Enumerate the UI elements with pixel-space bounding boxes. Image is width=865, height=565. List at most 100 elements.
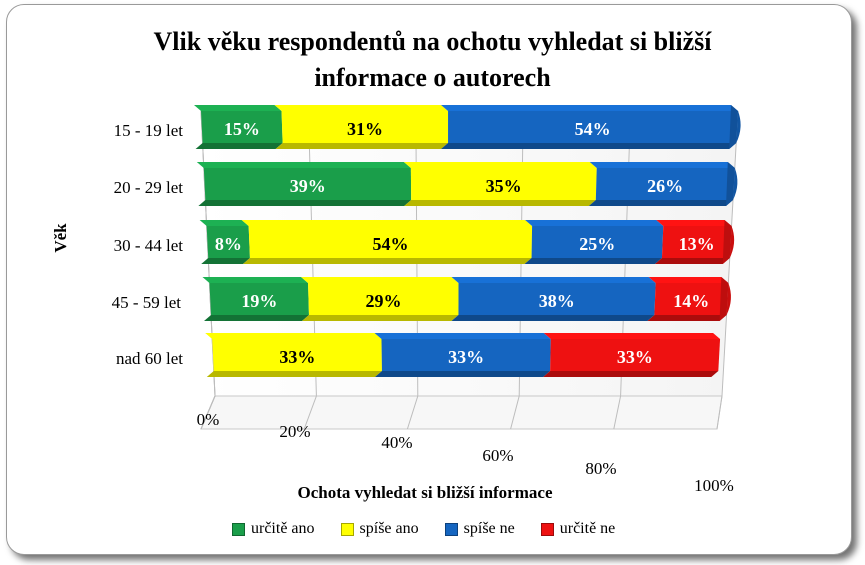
legend-swatch xyxy=(340,522,354,536)
gridline-100 xyxy=(716,110,739,430)
bar-end-round xyxy=(729,226,735,258)
data-label: 26% xyxy=(647,176,683,196)
legend-swatch xyxy=(444,522,458,536)
bar-bottom xyxy=(206,371,382,377)
chart-title-line-2: informace o autorech xyxy=(314,63,551,92)
bar-face xyxy=(448,111,738,143)
bar-segment: 29% xyxy=(301,277,459,321)
x-tick-label: 0% xyxy=(197,410,220,429)
bar-segment: 13% xyxy=(654,220,735,264)
bar-top xyxy=(274,105,449,111)
x-tick-label: 60% xyxy=(482,446,513,465)
bar-segment: 35% xyxy=(403,162,597,206)
bar-top xyxy=(648,277,729,283)
bar-top xyxy=(656,220,732,226)
legend-swatch xyxy=(232,522,245,536)
category-label: nad 60 let xyxy=(116,349,183,368)
data-label: 8% xyxy=(215,234,242,254)
bar-segment: 15% xyxy=(194,105,283,149)
bar-top xyxy=(403,162,597,168)
bar-top xyxy=(199,220,249,226)
bar-end xyxy=(722,220,732,264)
bar-top xyxy=(525,220,664,226)
bar-bottom xyxy=(242,258,532,264)
bar-face xyxy=(595,168,735,200)
category-label: 30 - 44 let xyxy=(114,236,184,255)
bar-bottom xyxy=(588,200,734,206)
bar-top xyxy=(589,162,735,168)
legend-label: určitě ano xyxy=(251,520,315,537)
category-label: 45 - 59 let xyxy=(112,293,182,312)
bar-bottom xyxy=(195,143,283,149)
bar-end-round xyxy=(726,283,731,315)
bar-bottom xyxy=(374,371,551,377)
data-label: 15% xyxy=(224,119,260,139)
legend-item: určitě ne xyxy=(540,520,615,538)
bar-segment: 39% xyxy=(196,162,412,206)
data-label: 54% xyxy=(373,234,409,254)
data-label: 13% xyxy=(679,234,715,254)
bar-bottom xyxy=(647,315,727,321)
x-axis-title: Ochota vyhledat si bližší informace xyxy=(298,483,553,502)
bar-face xyxy=(281,111,449,143)
bar-face xyxy=(661,226,732,258)
bar-face xyxy=(212,339,382,371)
bar-top xyxy=(241,220,533,226)
legend-swatch xyxy=(540,522,554,536)
x-tick-label: 20% xyxy=(279,422,310,441)
bar-bottom xyxy=(543,371,719,377)
bar-top xyxy=(374,333,551,339)
bar-top xyxy=(543,333,721,339)
bar-bottom xyxy=(441,143,737,149)
bar-top xyxy=(205,333,382,339)
bar-end xyxy=(729,105,738,149)
bar-segment: 54% xyxy=(241,220,533,264)
bar-top xyxy=(194,105,282,111)
bar-bottom xyxy=(404,200,596,206)
bar-bottom xyxy=(524,258,662,264)
bar-top xyxy=(301,277,459,283)
legend-item: určitě ano xyxy=(232,520,315,538)
category-label: 15 - 19 let xyxy=(114,121,184,140)
bar-end-round xyxy=(736,111,741,143)
data-label: 35% xyxy=(486,176,522,196)
bar-segment: 25% xyxy=(524,220,664,264)
bar-end xyxy=(719,277,729,321)
bar-bottom xyxy=(451,315,655,321)
legend-item: spíše ne xyxy=(444,520,515,538)
data-label: 54% xyxy=(575,119,611,139)
data-label: 33% xyxy=(448,347,484,367)
chart-title: Vlik věku respondentů na ochotu vyhledat… xyxy=(0,24,865,96)
axes: 0% 20% 40% 60% 80% 100% Ochota vyhledat si bli… xyxy=(51,121,734,502)
bar-segment: 33% xyxy=(374,333,551,377)
legend-label: spíše ne xyxy=(463,520,515,537)
data-label: 33% xyxy=(617,347,653,367)
bar-top xyxy=(451,277,656,283)
bar-segment: 31% xyxy=(274,105,449,149)
bar-end xyxy=(726,162,735,206)
x-tick-label: 80% xyxy=(585,459,616,478)
bar-face xyxy=(458,283,656,315)
x-tick-label: 40% xyxy=(381,433,412,452)
data-label: 25% xyxy=(579,234,615,254)
bar-segment: 19% xyxy=(202,277,309,321)
x-tick-label: 100% xyxy=(694,476,734,495)
legend-label: spíše ano xyxy=(359,520,419,537)
bar-face xyxy=(381,339,551,371)
bar-bottom xyxy=(198,200,412,206)
bar-segment: 33% xyxy=(205,333,382,377)
bar-segment: 14% xyxy=(647,277,731,321)
bar-face xyxy=(201,111,283,143)
bar-bottom xyxy=(204,315,309,321)
legend-item: spíše ano xyxy=(340,520,419,538)
bar-segment: 38% xyxy=(451,277,656,321)
bar-top xyxy=(441,105,738,111)
plot-walls xyxy=(200,110,738,430)
bar-end-round xyxy=(733,168,738,200)
data-label: 14% xyxy=(673,291,709,311)
bar-face xyxy=(550,339,721,371)
bar-segment: 26% xyxy=(588,162,738,206)
bar-series: 15% 31% 54% 39% 35% 26% 8% 54% 25% 13% 19% 29% 38% 14… xyxy=(194,105,741,377)
data-label: 29% xyxy=(366,291,402,311)
